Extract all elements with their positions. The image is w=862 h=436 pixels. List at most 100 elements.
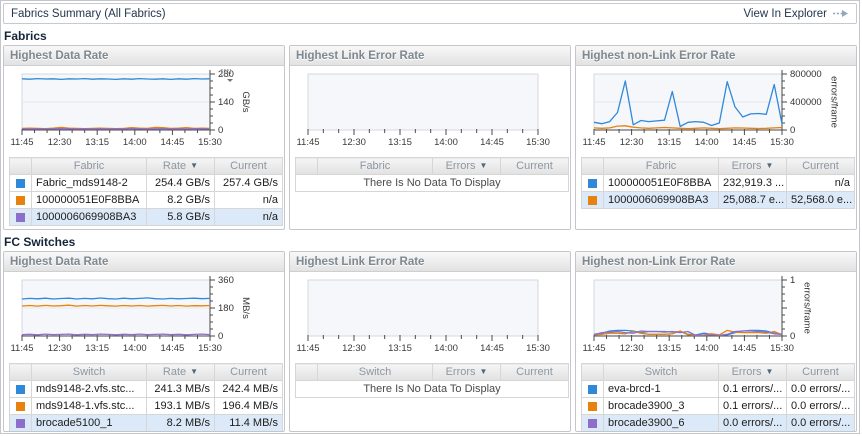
svg-text:15:30: 15:30 [198,343,222,354]
line-chart: 11:45 12:30 13:15 14:00 14:45 15:300 140 280 GB/… [10,69,251,148]
entity-name-cell: 100000051E0F8BBA [603,174,719,192]
series-color-swatch [588,401,597,411]
svg-text:13:15: 13:15 [388,137,412,148]
table-row[interactable]: eva-brcd-1 0.1 errors/... 0.0 errors/... [581,380,855,398]
svg-text:11:45: 11:45 [296,343,319,354]
current-column-header[interactable]: Current [786,157,855,175]
series-color-swatch [16,195,25,205]
table-row[interactable]: 1000006069908BA3 5.8 GB/s n/a [9,208,283,226]
current-value-cell: 0.0 errors/... [786,380,855,398]
panel-fabrics-highest-link-error-rate: Highest Link Error Rate 11:45 12:30 13:15 1… [289,45,571,230]
table-row[interactable]: mds9148-1.vfs.stc... 193.1 MB/s 196.4 MB/s [9,397,283,415]
panel-title: Highest non-Link Error Rate [582,50,736,62]
svg-text:11:45: 11:45 [10,343,33,354]
entity-name-cell: brocade5100_1 [31,414,147,431]
svg-text:140: 140 [218,97,234,108]
value-column-header[interactable]: Errors ▼ [718,363,787,381]
panel-header: Highest Data Rate [4,46,284,66]
panel-fabrics-highest-non-link-error-rate: Highest non-Link Error Rate 11:45 12:30 13… [575,45,857,230]
entity-column-header[interactable]: Fabric [317,157,433,175]
line-chart: 11:45 12:30 13:15 14:00 14:45 15:300 1 errors/f… [582,275,812,354]
entity-column-header[interactable]: Fabric [31,157,147,175]
value-cell: 241.3 MB/s [146,380,215,398]
svg-text:14:00: 14:00 [695,137,719,148]
metrics-table: Fabric Errors ▼ Current There Is No Data … [295,157,569,192]
legend-menu-icon[interactable] [220,68,234,82]
value-column-header[interactable]: Errors ▼ [432,157,501,175]
panel-fabrics-highest-data-rate: Highest Data Rate 11:45 12:30 13:15 14:00 14… [3,45,285,230]
table-row[interactable]: 100000051E0F8BBA 8.2 GB/s n/a [9,191,283,209]
table-row[interactable]: 1000006069908BA3 25,088.7 e... 52,568.0 e.… [581,191,855,209]
value-cell: 0.0 errors/... [718,414,787,431]
current-column-header[interactable]: Current [500,157,569,175]
current-value-cell: n/a [214,191,283,209]
svg-text:0: 0 [790,331,795,342]
svg-text:14:45: 14:45 [161,343,185,354]
series-color-swatch-cell [9,397,32,415]
series-color-swatch-cell [581,191,604,209]
svg-text:12:30: 12:30 [48,343,72,354]
view-in-explorer-button[interactable]: View In Explorer [743,8,849,20]
sort-descending-icon: ▼ [479,161,488,170]
svg-text:15:30: 15:30 [770,343,794,354]
svg-text:errors/frame: errors/frame [828,76,839,128]
entity-name-cell: 1000006069908BA3 [31,208,147,226]
current-column-header[interactable]: Current [500,363,569,381]
table-row[interactable]: brocade3900_3 0.1 errors/... 0.0 errors/..… [581,397,855,415]
value-column-header[interactable]: Rate ▼ [146,363,215,381]
svg-text:14:00: 14:00 [695,343,719,354]
svg-text:13:15: 13:15 [657,137,681,148]
entity-name-cell: 1000006069908BA3 [603,191,719,209]
svg-text:14:45: 14:45 [733,343,757,354]
table-row[interactable]: brocade5100_1 8.2 MB/s 11.4 MB/s [9,414,283,431]
svg-text:13:15: 13:15 [388,343,412,354]
entity-name-cell: 100000051E0F8BBA [31,191,147,209]
no-data-row: There Is No Data To Display [295,174,569,192]
entity-column-header[interactable]: Fabric [603,157,719,175]
line-chart: 11:45 12:30 13:15 14:00 14:45 15:300 180 360 MB/… [10,275,251,354]
table-row[interactable]: brocade3900_6 0.0 errors/... 0.0 errors/..… [581,414,855,431]
entity-column-header[interactable]: Switch [317,363,433,381]
line-chart-empty: 11:45 12:30 13:15 14:00 14:45 15:30 [296,279,550,354]
table-row[interactable]: mds9148-2.vfs.stc... 241.3 MB/s 242.4 MB/s [9,380,283,398]
panel-switches-highest-non-link-error-rate: Highest non-Link Error Rate 11:45 12:30 13… [575,251,857,432]
current-value-cell: 242.4 MB/s [214,380,283,398]
svg-text:14:45: 14:45 [733,137,757,148]
svg-text:180: 180 [218,303,234,314]
metrics-table: Fabric Rate ▼ Current Fabric_mds9148-2 254… [9,157,283,226]
svg-text:14:45: 14:45 [480,137,504,148]
value-cell: 232,919.3 ... [718,174,787,192]
value-column-header[interactable]: Errors ▼ [718,157,787,175]
current-column-header[interactable]: Current [214,363,283,381]
table-row[interactable]: 100000051E0F8BBA 232,919.3 ... n/a [581,174,855,192]
value-cell: 0.1 errors/... [718,380,787,398]
series-color-swatch [588,418,597,428]
entity-column-header[interactable]: Switch [603,363,719,381]
table-row[interactable]: Fabric_mds9148-2 254.4 GB/s 257.4 GB/s [9,174,283,192]
svg-text:1: 1 [790,275,795,286]
value-column-header[interactable]: Rate ▼ [146,157,215,175]
series-color-swatch [16,212,25,222]
value-cell: 0.1 errors/... [718,397,787,415]
value-cell: 25,088.7 e... [718,191,787,209]
series-color-swatch-cell [9,191,32,209]
panel-title: Highest Data Rate [10,50,109,62]
current-column-header[interactable]: Current [786,363,855,381]
svg-text:800000: 800000 [790,69,822,80]
panel-header: Highest non-Link Error Rate [576,252,856,272]
series-color-swatch-cell [581,174,604,192]
series-color-swatch [16,384,25,394]
series-color-swatch-cell [9,208,32,226]
current-column-header[interactable]: Current [214,157,283,175]
panel-title: Highest Data Rate [10,256,109,268]
swatch-column-header [295,157,318,175]
swatch-column-header [9,157,32,175]
entity-column-header[interactable]: Switch [31,363,147,381]
value-cell: 8.2 GB/s [146,191,215,209]
current-value-cell: 0.0 errors/... [786,397,855,415]
summary-header-bar: Fabrics Summary (All Fabrics) View In Ex… [3,3,857,24]
chart-area: 11:45 12:30 13:15 14:00 14:45 15:30 0 1 errors/f… [576,272,856,362]
svg-text:11:45: 11:45 [582,137,605,148]
swatch-column-header [581,363,604,381]
value-column-header[interactable]: Errors ▼ [432,363,501,381]
